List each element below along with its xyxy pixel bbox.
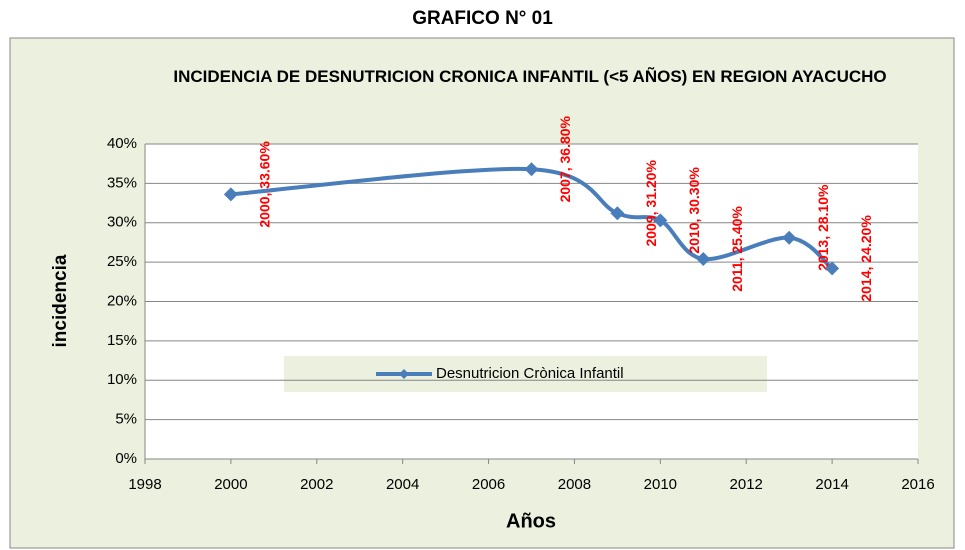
x-tick-label: 2014	[815, 476, 848, 493]
point-marker	[524, 162, 539, 177]
point-marker	[696, 251, 711, 266]
y-tick-label: 15%	[107, 332, 137, 349]
data-label: 2007, 36.80%	[557, 115, 573, 202]
x-tick-label: 2002	[300, 476, 333, 493]
point-marker	[653, 213, 668, 228]
x-tick-label: 2010	[644, 476, 677, 493]
x-tick-label: 1998	[128, 476, 161, 493]
point-marker	[825, 261, 840, 276]
chart-title: INCIDENCIA DE DESNUTRICION CRONICA INFAN…	[173, 67, 887, 86]
legend-marker	[399, 369, 409, 379]
y-tick-label: 30%	[107, 214, 137, 231]
y-tick-label: 5%	[115, 411, 137, 428]
y-tick-label: 35%	[107, 174, 137, 191]
point-marker	[610, 206, 625, 221]
y-tick-label: 25%	[107, 253, 137, 270]
x-axis-label: Años	[506, 510, 556, 532]
x-tick-label: 2016	[901, 476, 934, 493]
legend-label: Desnutricion Crònica Infantil	[436, 365, 624, 382]
series-line	[230, 166, 834, 271]
page-title: GRAFICO N° 01	[412, 8, 553, 29]
y-tick-label: 20%	[107, 292, 137, 309]
y-tick-label: 0%	[115, 450, 137, 467]
data-label: 2000, 33.60%	[257, 141, 273, 228]
x-tick-label: 2000	[214, 476, 247, 493]
point-marker	[223, 187, 238, 202]
x-tick-label: 2004	[386, 476, 419, 493]
y-tick-label: 10%	[107, 371, 137, 388]
legend-box	[284, 356, 767, 392]
y-tick-label: 40%	[107, 135, 137, 152]
data-label: 2009, 31.20%	[643, 160, 659, 247]
data-label: 2010, 30.30%	[686, 167, 702, 254]
point-marker	[782, 230, 797, 245]
x-tick-label: 2008	[558, 476, 591, 493]
x-tick-label: 2006	[472, 476, 505, 493]
data-label: 2014, 24.20%	[858, 215, 874, 302]
y-axis-label: incidencia	[50, 254, 71, 347]
data-label: 2013, 28.10%	[815, 184, 831, 271]
data-label: 2011, 25.40%	[729, 206, 745, 292]
x-tick-label: 2012	[730, 476, 763, 493]
